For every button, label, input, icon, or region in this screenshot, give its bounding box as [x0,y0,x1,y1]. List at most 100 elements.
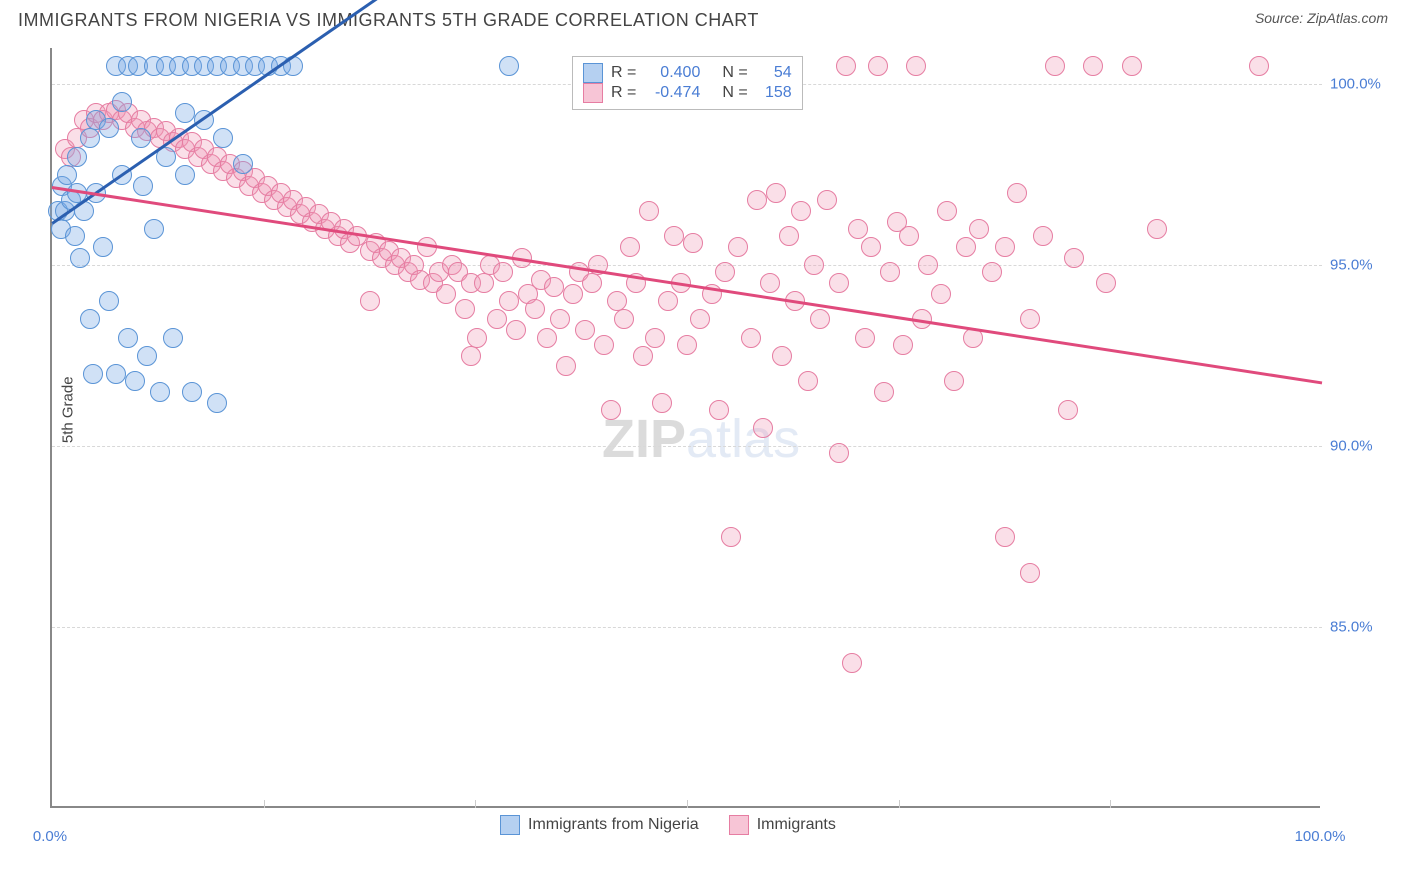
scatter-point-pink [683,233,703,253]
legend-label: Immigrants from Nigeria [528,816,699,834]
tick-v [475,800,476,808]
scatter-point-pink [906,56,926,76]
scatter-point-pink [709,400,729,420]
scatter-point-pink [607,291,627,311]
scatter-point-pink [721,527,741,547]
scatter-point-pink [766,183,786,203]
scatter-point-blue [133,176,153,196]
scatter-point-blue [163,328,183,348]
legend: Immigrants from Nigeria Immigrants [500,815,836,835]
scatter-point-blue [106,364,126,384]
scatter-point-pink [1122,56,1142,76]
scatter-point-blue [207,393,227,413]
scatter-point-blue [144,219,164,239]
scatter-point-pink [550,309,570,329]
scatter-point-pink [563,284,583,304]
scatter-point-pink [804,255,824,275]
plot-wrapper: 5th Grade ZIPatlas R =0.400N =54R =-0.47… [50,48,1390,808]
scatter-point-blue [175,103,195,123]
scatter-point-pink [690,309,710,329]
legend-item-nigeria: Immigrants from Nigeria [500,815,699,835]
scatter-point-pink [499,291,519,311]
scatter-point-pink [728,237,748,257]
scatter-point-blue [83,364,103,384]
scatter-point-blue [233,154,253,174]
scatter-point-pink [594,335,614,355]
tick-v [1110,800,1111,808]
gridline-h [52,446,1322,447]
scatter-point-blue [182,382,202,402]
scatter-point-pink [474,273,494,293]
scatter-point-blue [80,309,100,329]
scatter-point-pink [791,201,811,221]
source-label: Source: ZipAtlas.com [1255,10,1388,26]
scatter-point-pink [817,190,837,210]
scatter-point-pink [360,291,380,311]
scatter-point-blue [67,147,87,167]
scatter-point-pink [1064,248,1084,268]
legend-item-immigrants: Immigrants [729,815,836,835]
scatter-point-pink [1020,563,1040,583]
scatter-point-pink [798,371,818,391]
scatter-point-pink [995,527,1015,547]
scatter-point-blue [65,226,85,246]
tick-v [899,800,900,808]
scatter-point-blue [125,371,145,391]
scatter-point-pink [760,273,780,293]
scatter-point-pink [1045,56,1065,76]
tick-v [687,800,688,808]
scatter-point-pink [836,56,856,76]
scatter-point-pink [944,371,964,391]
swatch-pink [729,815,749,835]
scatter-point-pink [937,201,957,221]
scatter-point-pink [493,262,513,282]
scatter-point-pink [715,262,735,282]
scatter-point-pink [537,328,557,348]
scatter-point-pink [1020,309,1040,329]
stats-row: R =0.400N =54 [583,63,792,83]
scatter-point-pink [487,309,507,329]
scatter-point-pink [436,284,456,304]
scatter-point-blue [112,92,132,112]
scatter-point-pink [664,226,684,246]
scatter-point-pink [645,328,665,348]
scatter-point-blue [99,291,119,311]
scatter-point-blue [118,328,138,348]
swatch-blue [500,815,520,835]
scatter-point-pink [1083,56,1103,76]
scatter-point-pink [956,237,976,257]
scatter-point-blue [70,248,90,268]
scatter-point-pink [467,328,487,348]
scatter-point-pink [455,299,475,319]
scatter-point-pink [753,418,773,438]
scatter-point-pink [556,356,576,376]
scatter-point-pink [848,219,868,239]
scatter-point-blue [99,118,119,138]
y-tick-label: 85.0% [1330,619,1373,636]
scatter-point-pink [893,335,913,355]
scatter-point-blue [131,128,151,148]
scatter-point-pink [652,393,672,413]
scatter-point-pink [899,226,919,246]
gridline-h [52,627,1322,628]
scatter-point-pink [779,226,799,246]
chart-title: IMMIGRANTS FROM NIGERIA VS IMMIGRANTS 5T… [18,10,759,31]
scatter-point-pink [829,273,849,293]
scatter-point-pink [829,443,849,463]
scatter-point-blue [175,165,195,185]
scatter-point-blue [57,165,77,185]
scatter-point-pink [506,320,526,340]
scatter-point-pink [747,190,767,210]
scatter-point-pink [842,653,862,673]
scatter-point-pink [868,56,888,76]
plot-area: ZIPatlas R =0.400N =54R =-0.474N =158 [50,48,1320,808]
scatter-point-blue [137,346,157,366]
scatter-point-pink [575,320,595,340]
scatter-point-pink [620,237,640,257]
scatter-point-pink [1007,183,1027,203]
scatter-point-pink [1147,219,1167,239]
scatter-point-pink [461,346,481,366]
scatter-point-pink [1033,226,1053,246]
scatter-point-pink [601,400,621,420]
scatter-point-blue [499,56,519,76]
